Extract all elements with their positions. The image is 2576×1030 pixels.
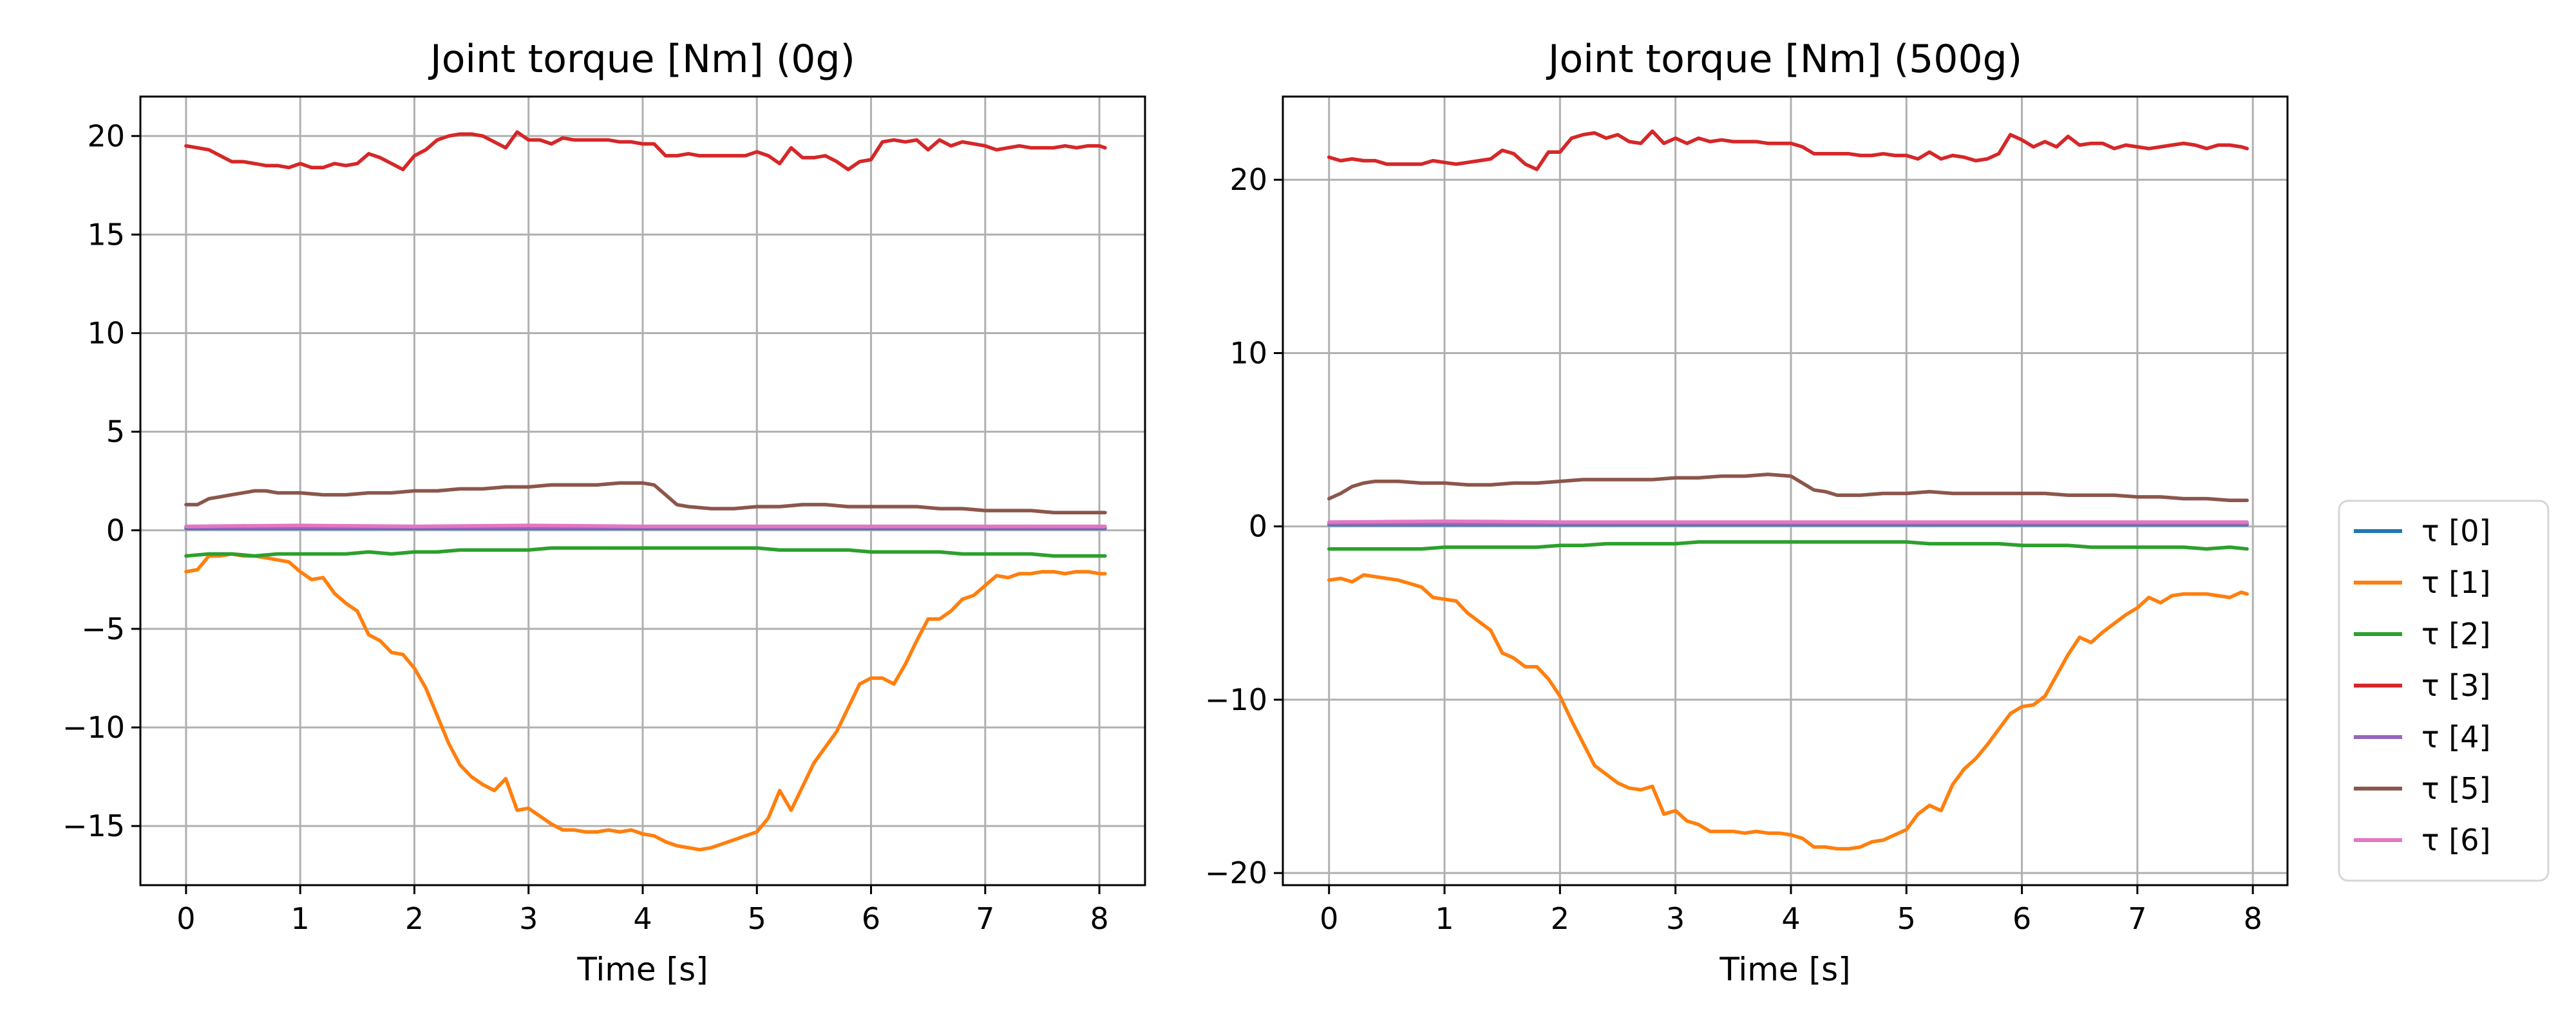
- legend: τ [0] τ [1] τ [2] τ [3] τ [4] τ [5] τ [6]: [2338, 500, 2550, 882]
- series-line-tau-2-500g: [1327, 540, 2249, 551]
- axes-frame-0g: [139, 95, 1146, 886]
- series-line-tau-6-0g: [184, 523, 1107, 529]
- x-tick-label-500g: 6: [2012, 901, 2031, 936]
- legend-box: [2338, 500, 2550, 882]
- legend-label-tau-5: τ [5]: [2421, 771, 2490, 806]
- x-tick-label-0g: 4: [633, 901, 652, 936]
- legend-label-tau-1: τ [1]: [2421, 565, 2490, 600]
- y-tick-label-0g: −10: [62, 710, 125, 745]
- chart-title-500g: Joint torque [Nm] (500g): [1546, 37, 2022, 82]
- y-tick-label-500g: 10: [1229, 335, 1267, 370]
- axis-ticks-500g: 0 1 2 3 4 5 6 7 8 −20 −10 0 10 20: [1205, 162, 2262, 936]
- x-tick-label-0g: 6: [862, 901, 880, 936]
- y-tick-label-500g: 20: [1229, 162, 1267, 197]
- x-tick-label-500g: 7: [2128, 901, 2146, 936]
- series-line-tau-1-0g: [184, 552, 1107, 852]
- y-tick-label-500g: 0: [1249, 509, 1267, 544]
- y-tick-label-0g: 10: [87, 316, 125, 351]
- x-tick-label-500g: 2: [1551, 901, 1569, 936]
- series-line-tau-2-0g: [184, 546, 1107, 558]
- y-tick-label-500g: −20: [1205, 856, 1267, 890]
- series-line-tau-3-0g: [184, 130, 1107, 172]
- grid-lines-500g: [1283, 97, 2287, 885]
- x-axis-label-500g: Time [s]: [1719, 951, 1850, 988]
- x-tick-label-500g: 5: [1897, 901, 1916, 936]
- y-tick-label-0g: 5: [106, 415, 125, 449]
- series-line-tau-3-500g: [1327, 129, 2249, 171]
- series-line-tau-1-500g: [1327, 573, 2249, 851]
- y-tick-label-0g: 15: [87, 217, 125, 252]
- chart-title-0g: Joint torque [Nm] (0g): [428, 37, 855, 82]
- legend-label-tau-6: τ [6]: [2421, 823, 2490, 857]
- series-lines-500g: [1327, 129, 2249, 851]
- y-tick-label-500g: −10: [1205, 682, 1267, 717]
- x-tick-label-0g: 0: [176, 901, 195, 936]
- x-tick-label-0g: 8: [1090, 901, 1108, 936]
- series-line-tau-6-500g: [1327, 519, 2249, 524]
- legend-label-tau-2: τ [2]: [2421, 617, 2490, 651]
- x-axis-label-0g: Time [s]: [576, 951, 708, 988]
- series-line-tau-5-500g: [1327, 473, 2249, 503]
- y-tick-label-0g: −5: [81, 612, 125, 646]
- subplot-0g: 0 1 2 3 4 5 6 7 8 −15 −10 −5 0 5 10 15 20 Joint torque […: [62, 37, 1146, 988]
- y-tick-label-0g: 0: [106, 513, 125, 548]
- grid-lines-0g: [140, 97, 1145, 885]
- series-line-tau-5-0g: [184, 481, 1107, 514]
- x-tick-label-0g: 3: [519, 901, 538, 936]
- legend-label-tau-0: τ [0]: [2421, 514, 2490, 548]
- axes-frame-500g: [1282, 95, 2289, 886]
- x-tick-label-500g: 4: [1781, 901, 1800, 936]
- legend-label-tau-4: τ [4]: [2421, 720, 2490, 754]
- x-tick-label-0g: 1: [291, 901, 310, 936]
- x-tick-label-500g: 8: [2244, 901, 2262, 936]
- axis-ticks-0g: 0 1 2 3 4 5 6 7 8 −15 −10 −5 0 5 10 15 20: [62, 118, 1109, 936]
- x-tick-label-0g: 5: [748, 901, 766, 936]
- x-tick-label-0g: 2: [405, 901, 424, 936]
- x-tick-label-0g: 7: [976, 901, 994, 936]
- y-tick-label-0g: −15: [62, 809, 125, 843]
- x-tick-label-500g: 3: [1666, 901, 1685, 936]
- series-lines-0g: [184, 130, 1107, 852]
- y-tick-label-0g: 20: [87, 118, 125, 153]
- legend-label-tau-3: τ [3]: [2421, 668, 2490, 703]
- subplot-500g: 0 1 2 3 4 5 6 7 8 −20 −10 0 10 20 Joint torque [Nm] (…: [1205, 37, 2289, 988]
- x-tick-label-500g: 1: [1435, 901, 1454, 936]
- x-tick-label-500g: 0: [1320, 901, 1338, 936]
